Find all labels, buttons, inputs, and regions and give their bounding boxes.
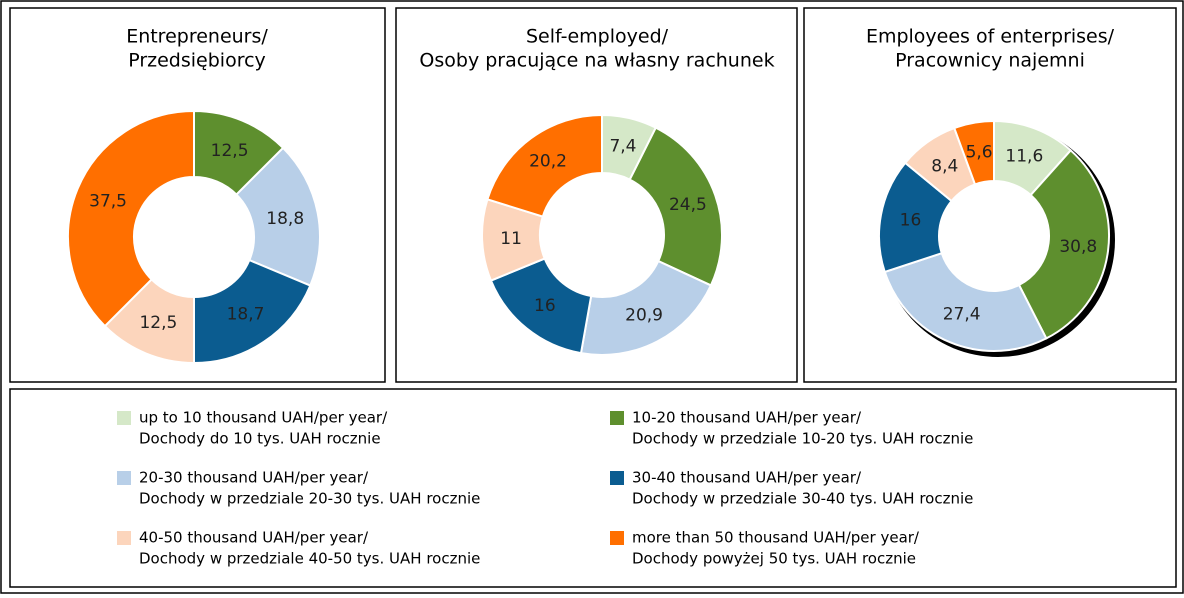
legend-label: 10-20 thousand UAH/per year/ xyxy=(632,409,862,427)
donut-slice xyxy=(193,258,312,365)
legend-swatch xyxy=(610,531,624,545)
data-label: 16 xyxy=(900,210,922,230)
legend-label: Dochody do 10 tys. UAH rocznie xyxy=(139,430,381,448)
panel xyxy=(803,7,1177,383)
donut-slice xyxy=(235,146,321,287)
legend-swatch xyxy=(117,471,131,485)
data-label: 11 xyxy=(500,229,522,249)
data-label: 11,6 xyxy=(1005,147,1043,167)
legend-swatch xyxy=(117,531,131,545)
data-label: 24,5 xyxy=(669,195,707,215)
data-label: 16 xyxy=(534,296,556,316)
legend-panel xyxy=(9,388,1177,588)
data-label: 18,7 xyxy=(227,304,265,324)
chart-title: Osoby pracujące na własny rachunek xyxy=(419,50,774,72)
data-label: 7,4 xyxy=(609,136,636,156)
inner-hole xyxy=(939,181,1049,291)
chart-title: Przedsiębiorcy xyxy=(128,50,266,72)
legend-label: up to 10 thousand UAH/per year/ xyxy=(139,409,388,427)
legend-label: Dochody powyżej 50 tys. UAH rocznie xyxy=(632,550,916,568)
chart-title: Employees of enterprises/ xyxy=(866,26,1115,48)
legend-swatch xyxy=(610,471,624,485)
data-label: 37,5 xyxy=(89,191,127,211)
data-label: 20,2 xyxy=(529,152,567,172)
donut-slice xyxy=(67,109,195,328)
panel xyxy=(395,7,798,383)
data-label: 20,9 xyxy=(625,306,663,326)
donut-slice xyxy=(486,113,603,218)
legend-label: more than 50 thousand UAH/per year/ xyxy=(632,529,920,547)
panel xyxy=(9,7,386,383)
data-label: 8,4 xyxy=(931,157,958,177)
legend-swatch xyxy=(610,411,624,425)
data-label: 12,5 xyxy=(139,313,177,333)
legend-label: 40-50 thousand UAH/per year/ xyxy=(139,529,369,547)
chart-title: Pracownicy najemni xyxy=(895,50,1085,72)
chart-title: Entrepreneurs/ xyxy=(126,26,268,48)
donut-slice xyxy=(579,259,713,356)
legend-label: 20-30 thousand UAH/per year/ xyxy=(139,469,369,487)
data-label: 18,8 xyxy=(266,209,304,229)
legend-label: Dochody w przedziale 30-40 tys. UAH rocz… xyxy=(632,490,973,508)
legend-label: 30-40 thousand UAH/per year/ xyxy=(632,469,862,487)
legend-swatch xyxy=(117,411,131,425)
donut-slice xyxy=(628,126,723,287)
legend-label: Dochody w przedziale 10-20 tys. UAH rocz… xyxy=(632,430,973,448)
legend-label: Dochody w przedziale 40-50 tys. UAH rocz… xyxy=(139,550,480,568)
chart-title: Self-employed/ xyxy=(526,26,669,48)
data-label: 5,6 xyxy=(966,142,993,162)
data-label: 27,4 xyxy=(943,305,981,325)
legend-label: Dochody w przedziale 20-30 tys. UAH rocz… xyxy=(139,490,480,508)
data-label: 30,8 xyxy=(1059,237,1097,257)
data-label: 12,5 xyxy=(211,141,249,161)
